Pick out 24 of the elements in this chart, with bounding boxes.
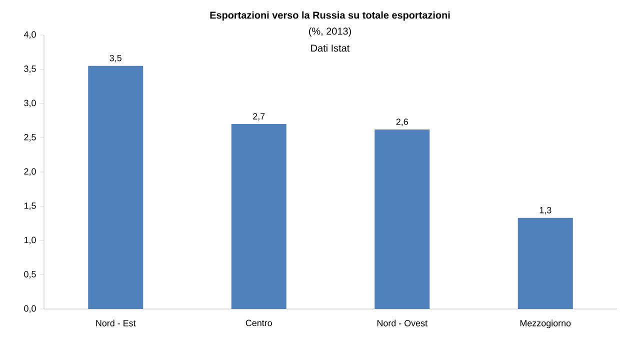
y-tick-label: 2,0 [24,168,36,176]
bar [518,218,573,309]
y-tick-label: 4,0 [24,31,36,39]
y-tick-label: 1,0 [24,236,36,244]
x-tick-label: Nord - Est [96,320,136,326]
data-label: 2,7 [253,113,265,121]
data-label: 3,5 [110,54,122,62]
x-tick-label: Nord - Ovest [377,320,428,326]
x-tick-label: Mezzogiorno [520,320,571,328]
chart-title: Esportazioni verso la Russia su totale esportazioni [210,11,450,21]
y-tick-label: 3,5 [24,66,36,73]
annotation: Dati Istat [311,44,350,52]
y-tick-label: 0,5 [24,271,36,278]
y-tick-label: 3,0 [24,100,36,108]
data-label: 1,3 [540,206,552,214]
bar [374,130,430,309]
y-tick-label: 2,5 [24,134,36,142]
bar [88,66,144,309]
x-tick-label: Centro [246,320,272,326]
y-tick-label: 0,0 [24,305,36,313]
data-label: 2,6 [396,118,408,126]
y-tick-label: 1,5 [24,202,36,210]
chart-subtitle: (%, 2013) [309,27,351,37]
bar [231,124,286,309]
